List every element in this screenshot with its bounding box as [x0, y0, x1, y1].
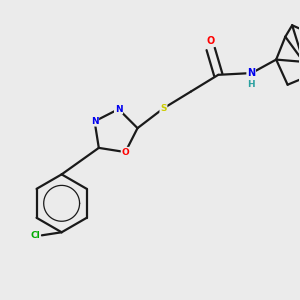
Text: O: O	[122, 148, 129, 157]
Text: O: O	[206, 36, 215, 46]
Text: N: N	[91, 117, 98, 126]
Text: N: N	[115, 105, 122, 114]
Text: S: S	[160, 104, 167, 113]
Text: H: H	[248, 80, 255, 89]
Text: Cl: Cl	[30, 231, 40, 240]
Text: N: N	[247, 68, 255, 78]
